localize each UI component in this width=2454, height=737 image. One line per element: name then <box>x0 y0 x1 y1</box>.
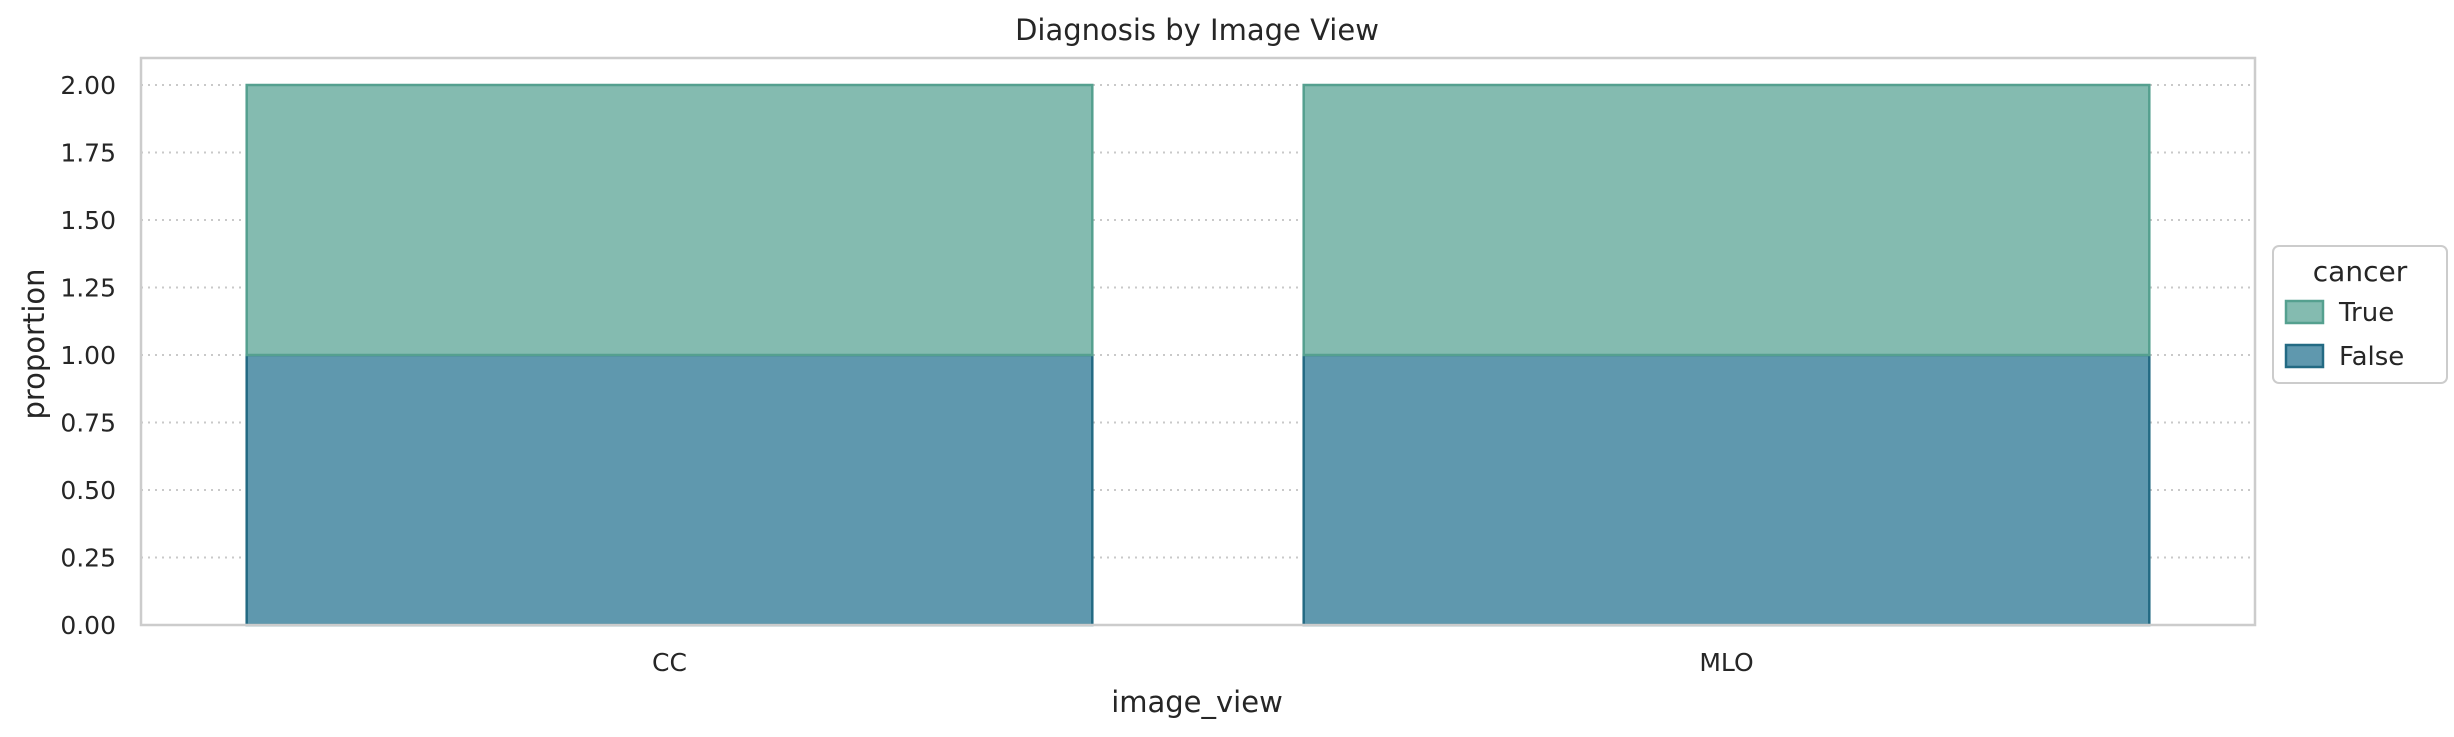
y-tick-label: 1.50 <box>60 206 116 235</box>
y-tick-label: 1.00 <box>60 341 116 370</box>
y-tick-label: 0.00 <box>60 611 116 640</box>
x-tick-label: CC <box>652 648 687 677</box>
x-axis-label: image_view <box>1111 685 1283 719</box>
legend-title: cancer <box>2313 255 2408 288</box>
x-tick-label: MLO <box>1699 648 1753 677</box>
y-tick-labels: 0.00 0.25 0.50 0.75 1.00 1.25 1.50 1.75 2.00 <box>60 71 116 640</box>
bars <box>245 83 2151 627</box>
y-tick-label: 0.25 <box>60 544 116 573</box>
y-tick-label: 1.25 <box>60 274 116 303</box>
chart-title: Diagnosis by Image View <box>1015 13 1379 47</box>
bar-true-cc <box>245 83 1094 357</box>
y-tick-label: 0.50 <box>60 476 116 505</box>
y-tick-label: 1.75 <box>60 139 116 168</box>
plot-frame <box>139 56 2257 627</box>
legend-swatch-false <box>2284 343 2325 369</box>
bar-true-mlo <box>1302 83 2151 357</box>
y-axis-label: proportion <box>17 268 51 419</box>
bar-false-mlo <box>1302 353 2151 627</box>
x-tick-labels: CC MLO <box>652 648 1754 677</box>
legend: cancer True False <box>2272 245 2448 384</box>
bar-false-cc <box>245 353 1094 627</box>
y-tick-label: 2.00 <box>60 71 116 100</box>
legend-label-false: False <box>2339 342 2404 372</box>
legend-label-true: True <box>2338 298 2394 328</box>
y-tick-label: 0.75 <box>60 409 116 438</box>
legend-swatch-true <box>2284 299 2325 325</box>
